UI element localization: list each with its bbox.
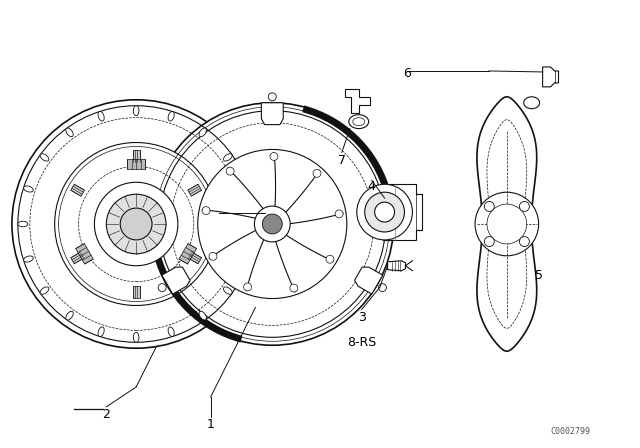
Ellipse shape — [520, 237, 529, 246]
Text: 6: 6 — [403, 68, 412, 81]
Polygon shape — [188, 252, 202, 264]
Ellipse shape — [66, 128, 73, 137]
Ellipse shape — [223, 287, 232, 294]
Ellipse shape — [168, 112, 174, 121]
Polygon shape — [477, 97, 537, 351]
Text: 8-RS: 8-RS — [347, 336, 376, 349]
Ellipse shape — [151, 103, 394, 345]
Ellipse shape — [95, 182, 178, 266]
Ellipse shape — [244, 283, 252, 291]
Polygon shape — [132, 151, 140, 162]
Polygon shape — [179, 244, 196, 264]
Text: 2: 2 — [102, 408, 110, 421]
Polygon shape — [345, 89, 370, 113]
Ellipse shape — [98, 327, 104, 336]
Polygon shape — [127, 159, 145, 169]
Ellipse shape — [98, 112, 104, 121]
Polygon shape — [383, 184, 422, 240]
Ellipse shape — [374, 202, 394, 222]
Polygon shape — [162, 267, 190, 294]
Ellipse shape — [484, 237, 494, 246]
Polygon shape — [76, 244, 93, 264]
Polygon shape — [355, 267, 383, 294]
Ellipse shape — [158, 284, 166, 292]
Ellipse shape — [168, 327, 174, 336]
Ellipse shape — [66, 311, 73, 320]
Ellipse shape — [484, 202, 494, 211]
Ellipse shape — [244, 221, 255, 227]
Ellipse shape — [356, 184, 412, 240]
Ellipse shape — [18, 221, 28, 227]
Text: 3: 3 — [358, 311, 365, 324]
Ellipse shape — [349, 115, 369, 129]
Ellipse shape — [365, 192, 404, 232]
Polygon shape — [388, 261, 406, 271]
Ellipse shape — [268, 93, 276, 101]
Text: 7: 7 — [338, 154, 346, 167]
Ellipse shape — [475, 192, 539, 256]
Ellipse shape — [133, 106, 139, 116]
Ellipse shape — [24, 256, 33, 262]
Ellipse shape — [262, 214, 282, 234]
Ellipse shape — [106, 194, 166, 254]
Ellipse shape — [199, 128, 207, 137]
Polygon shape — [543, 67, 559, 87]
Text: 5: 5 — [534, 269, 543, 282]
Ellipse shape — [487, 204, 527, 244]
Ellipse shape — [209, 252, 217, 260]
Ellipse shape — [40, 287, 49, 294]
Ellipse shape — [198, 150, 347, 298]
Ellipse shape — [24, 186, 33, 192]
Ellipse shape — [120, 208, 152, 240]
Ellipse shape — [290, 284, 298, 292]
Text: 4: 4 — [368, 180, 376, 193]
Ellipse shape — [326, 255, 334, 263]
Ellipse shape — [335, 210, 343, 218]
Ellipse shape — [199, 311, 207, 320]
Ellipse shape — [270, 152, 278, 160]
Polygon shape — [70, 252, 84, 264]
Text: 1: 1 — [207, 418, 214, 431]
Ellipse shape — [239, 256, 249, 262]
Ellipse shape — [226, 167, 234, 175]
Polygon shape — [132, 286, 140, 297]
Ellipse shape — [524, 97, 540, 109]
Text: C0002799: C0002799 — [550, 427, 591, 436]
Ellipse shape — [378, 284, 387, 292]
Ellipse shape — [12, 100, 260, 348]
Ellipse shape — [239, 186, 249, 192]
Polygon shape — [70, 184, 84, 196]
Ellipse shape — [202, 207, 210, 215]
Ellipse shape — [223, 154, 232, 161]
Ellipse shape — [40, 154, 49, 161]
Ellipse shape — [255, 206, 290, 242]
Polygon shape — [261, 103, 284, 125]
Ellipse shape — [520, 202, 529, 211]
Ellipse shape — [313, 169, 321, 177]
Ellipse shape — [54, 142, 218, 306]
Polygon shape — [188, 184, 202, 196]
Ellipse shape — [133, 332, 139, 342]
